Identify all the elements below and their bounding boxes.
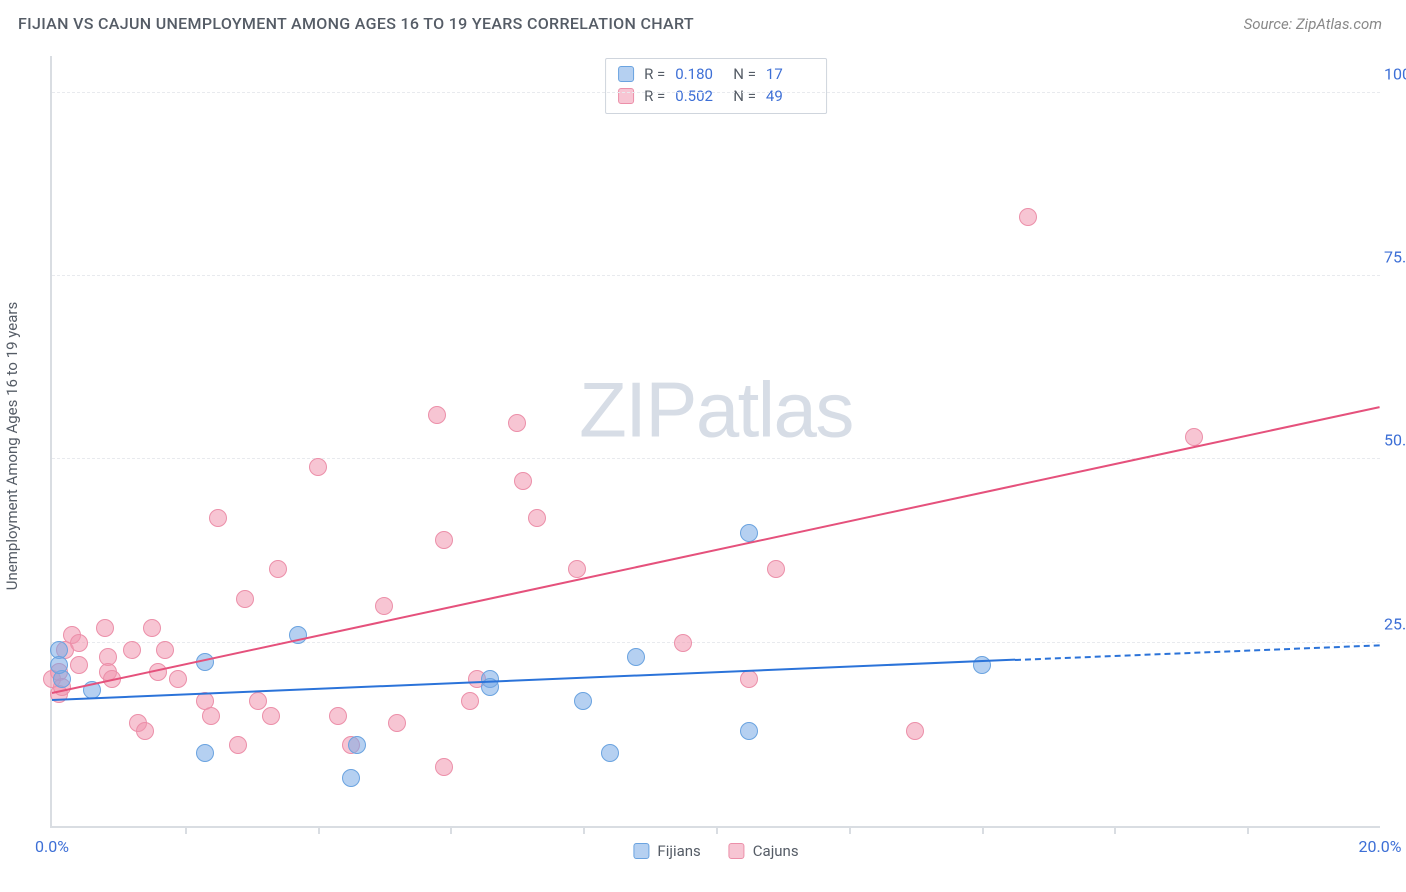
cajuns-point <box>435 531 453 549</box>
cajuns-point <box>169 670 187 688</box>
cajuns-point <box>329 707 347 725</box>
legend-row-cajuns: R = 0.502 N = 49 <box>618 85 814 107</box>
swatch-cajuns <box>618 88 634 104</box>
cajuns-point <box>96 619 114 637</box>
fijians-point <box>740 722 758 740</box>
legend-row-fijians: R = 0.180 N = 17 <box>618 63 814 85</box>
x-tick-label: 20.0% <box>1359 837 1402 856</box>
cajuns-regression-line <box>52 406 1380 694</box>
fijians-point <box>50 656 68 674</box>
x-tick <box>450 826 452 834</box>
watermark: ZIPatlas <box>579 365 853 456</box>
gridline <box>52 642 1380 643</box>
cajuns-point <box>229 736 247 754</box>
cajuns-point <box>740 670 758 688</box>
fijians-point <box>196 744 214 762</box>
cajuns-point <box>136 722 154 740</box>
fijians-point <box>574 692 592 710</box>
swatch-fijians <box>618 66 634 82</box>
gridline <box>52 92 1380 93</box>
cajuns-point <box>508 414 526 432</box>
cajuns-point <box>262 707 280 725</box>
x-tick <box>1247 826 1249 834</box>
cajuns-point <box>1019 208 1037 226</box>
fijians-point <box>973 656 991 674</box>
cajuns-point <box>375 597 393 615</box>
cajuns-point <box>70 656 88 674</box>
y-tick-label: 75.0% <box>1384 248 1406 267</box>
y-tick-label: 25.0% <box>1384 614 1406 633</box>
cajuns-point <box>568 560 586 578</box>
cajuns-point <box>269 560 287 578</box>
cajuns-point <box>674 634 692 652</box>
plot-area: ZIPatlas R = 0.180 N = 17 R = 0.502 N = … <box>50 56 1380 828</box>
cajuns-point <box>236 590 254 608</box>
fijians-point <box>342 769 360 787</box>
cajuns-point <box>309 458 327 476</box>
x-tick <box>318 826 320 834</box>
swatch-fijians <box>633 843 649 859</box>
cajuns-point <box>70 634 88 652</box>
x-tick-label: 0.0% <box>35 837 69 856</box>
x-tick <box>716 826 718 834</box>
legend-item-cajuns: Cajuns <box>729 842 799 860</box>
swatch-cajuns <box>729 843 745 859</box>
x-tick <box>849 826 851 834</box>
cajuns-point <box>249 692 267 710</box>
fijians-point <box>348 736 366 754</box>
fijians-point <box>601 744 619 762</box>
cajuns-point <box>123 641 141 659</box>
y-tick-label: 50.0% <box>1384 431 1406 450</box>
cajuns-point <box>767 560 785 578</box>
source-label: Source: ZipAtlas.com <box>1244 15 1382 33</box>
y-axis-label: Unemployment Among Ages 16 to 19 years <box>3 302 21 590</box>
cajuns-point <box>435 758 453 776</box>
fijians-point <box>627 648 645 666</box>
cajuns-point <box>428 406 446 424</box>
cajuns-point <box>156 641 174 659</box>
cajuns-point <box>528 509 546 527</box>
gridline <box>52 458 1380 459</box>
cajuns-point <box>514 472 532 490</box>
cajuns-point <box>209 509 227 527</box>
chart-title: FIJIAN VS CAJUN UNEMPLOYMENT AMONG AGES … <box>18 14 694 33</box>
x-tick <box>982 826 984 834</box>
cajuns-point <box>143 619 161 637</box>
cajuns-point <box>906 722 924 740</box>
y-tick-label: 100.0% <box>1384 64 1406 83</box>
x-tick <box>185 826 187 834</box>
fijians-point <box>740 524 758 542</box>
gridline <box>52 275 1380 276</box>
legend-item-fijians: Fijians <box>633 842 700 860</box>
cajuns-point <box>202 707 220 725</box>
x-tick <box>1114 826 1116 834</box>
x-tick <box>583 826 585 834</box>
legend-stats: R = 0.180 N = 17 R = 0.502 N = 49 <box>605 58 827 114</box>
cajuns-point <box>388 714 406 732</box>
cajuns-point <box>461 692 479 710</box>
fijians-regression-line-dashed <box>1015 644 1380 661</box>
legend-series: Fijians Cajuns <box>633 842 798 860</box>
